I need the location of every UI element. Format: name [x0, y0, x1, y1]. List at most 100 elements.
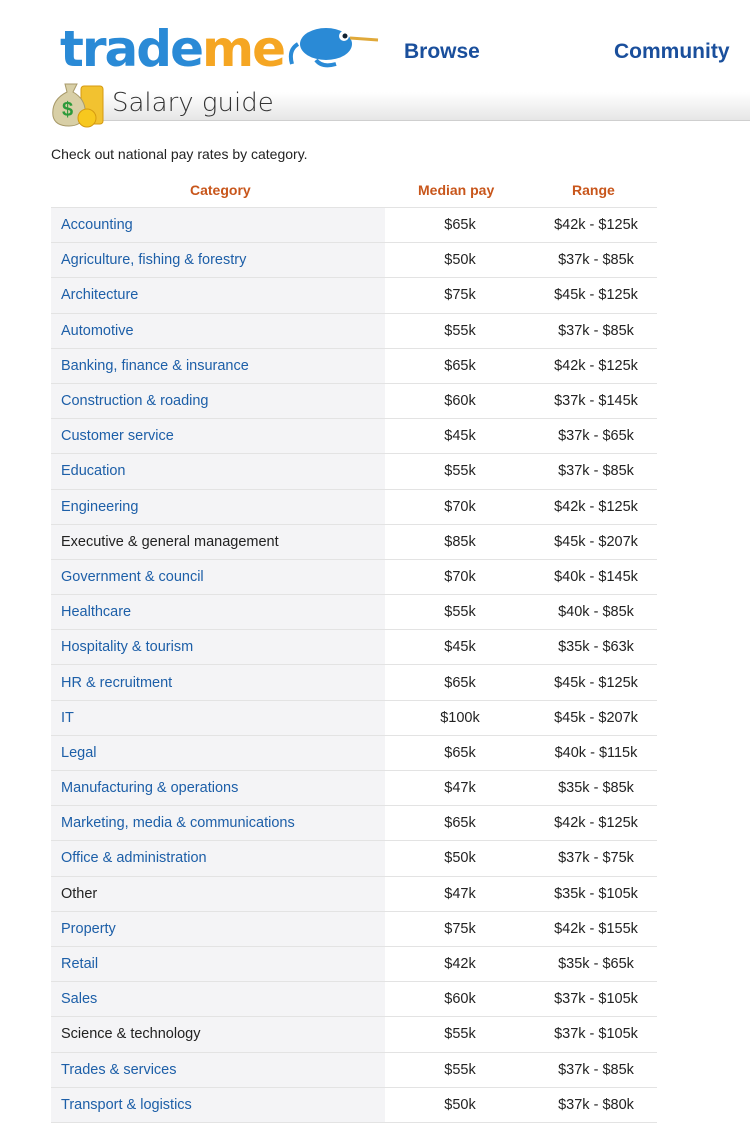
table-row: Hospitality & tourism $45k $35k - $63k: [51, 629, 657, 666]
nav-browse[interactable]: Browse: [404, 40, 480, 63]
category-link[interactable]: Transport & logistics: [61, 1096, 192, 1113]
median-pay-cell: $55k: [385, 313, 535, 349]
table-row: Legal $65k $40k - $115k: [51, 735, 657, 772]
category-link[interactable]: Government & council: [61, 568, 204, 585]
median-pay-cell: $47k: [385, 876, 535, 912]
category-link[interactable]: IT: [61, 709, 74, 726]
range-cell: $37k - $85k: [535, 453, 657, 490]
table-row: Executive & general management $85k $45k -…: [51, 524, 657, 560]
range-cell: $42k - $125k: [535, 805, 657, 842]
median-pay-cell: $55k: [385, 453, 535, 490]
category-link[interactable]: Hospitality & tourism: [61, 639, 194, 656]
median-pay-cell: $70k: [385, 489, 535, 525]
median-pay-cell: $45k: [385, 629, 535, 666]
table-row: Engineering $70k $42k - $125k: [51, 489, 657, 525]
median-pay-cell: $55k: [385, 1052, 535, 1088]
median-pay-cell: $47k: [385, 770, 535, 807]
title-banner: [100, 92, 750, 121]
category-link[interactable]: Marketing, media & communications: [61, 815, 295, 832]
median-pay-cell: $75k: [385, 911, 535, 947]
kiwi-bird-icon: [288, 28, 379, 68]
median-pay-cell: $75k: [385, 277, 535, 314]
category-cell: Office & administration: [51, 840, 385, 877]
range-cell: $37k - $65k: [535, 418, 657, 455]
table-row: Sales $60k $37k - $105k: [51, 981, 657, 1018]
median-pay-cell: $50k: [385, 242, 535, 279]
category-cell: Banking, finance & insurance: [51, 348, 385, 384]
median-pay-cell: $70k: [385, 559, 535, 596]
category-link[interactable]: Legal: [61, 744, 97, 761]
category-cell: Science & technology: [51, 1016, 385, 1053]
category-cell: Manufacturing & operations: [51, 770, 385, 807]
table-row: Government & council $70k $40k - $145k: [51, 559, 657, 596]
category-link[interactable]: Architecture: [61, 287, 139, 304]
range-cell: $40k - $85k: [535, 594, 657, 631]
table-row: Agriculture, fishing & forestry $50k $37k …: [51, 242, 657, 279]
category-link[interactable]: Automotive: [61, 322, 134, 339]
category-link[interactable]: Healthcare: [61, 604, 132, 621]
category-link[interactable]: Retail: [61, 956, 99, 973]
table-row: Trades & services $55k $37k - $85k: [51, 1052, 657, 1088]
category-cell: Education: [51, 453, 385, 490]
category-cell: Other: [51, 876, 385, 912]
table-row: IT $100k $45k - $207k: [51, 700, 657, 736]
category-cell: Customer service: [51, 418, 385, 455]
table-row: Science & technology $55k $37k - $105k: [51, 1016, 657, 1053]
category-link[interactable]: Agriculture, fishing & forestry: [61, 252, 247, 269]
category-cell: Engineering: [51, 489, 385, 525]
median-pay-cell: $45k: [385, 418, 535, 455]
category-link[interactable]: Customer service: [61, 428, 174, 445]
category-link[interactable]: Engineering: [61, 498, 139, 515]
category-link[interactable]: Education: [61, 463, 126, 480]
category-cell: Sales: [51, 981, 385, 1018]
page-title: Salary guide: [112, 88, 274, 118]
category-link[interactable]: Accounting: [61, 217, 133, 234]
range-cell: $37k - $85k: [535, 1052, 657, 1088]
median-pay-cell: $42k: [385, 946, 535, 983]
range-cell: $35k - $105k: [535, 876, 657, 912]
range-cell: $45k - $207k: [535, 524, 657, 560]
table-row: Office & administration $50k $37k - $75k: [51, 840, 657, 877]
range-cell: $35k - $63k: [535, 629, 657, 666]
table-row: Accounting $65k $42k - $125k: [51, 206, 657, 244]
category-link[interactable]: HR & recruitment: [61, 674, 173, 691]
salary-table: Accounting $65k $42k - $125k Agriculture, f…: [51, 206, 657, 1123]
category-cell: Transport & logistics: [51, 1087, 385, 1123]
category-cell: IT: [51, 700, 385, 736]
logo-text-me: me: [202, 20, 286, 78]
range-cell: $37k - $85k: [535, 313, 657, 349]
category-link[interactable]: Construction & roading: [61, 393, 209, 410]
trademe-logo[interactable]: trade me: [60, 14, 381, 74]
category-link[interactable]: Sales: [61, 991, 98, 1008]
range-cell: $42k - $125k: [535, 348, 657, 384]
range-cell: $37k - $75k: [535, 840, 657, 877]
category-link[interactable]: Trades & services: [61, 1061, 177, 1078]
nav-community[interactable]: Community: [614, 40, 730, 63]
category-cell: Marketing, media & communications: [51, 805, 385, 842]
category-link[interactable]: Property: [61, 920, 116, 937]
median-pay-cell: $50k: [385, 840, 535, 877]
median-pay-cell: $85k: [385, 524, 535, 560]
category-link[interactable]: Manufacturing & operations: [61, 780, 239, 797]
category-cell: Government & council: [51, 559, 385, 596]
range-cell: $45k - $125k: [535, 277, 657, 314]
range-cell: $35k - $85k: [535, 770, 657, 807]
category-cell: Legal: [51, 735, 385, 772]
category-link[interactable]: Office & administration: [61, 850, 207, 867]
median-pay-cell: $65k: [385, 206, 535, 244]
range-cell: $40k - $145k: [535, 559, 657, 596]
category-link[interactable]: Banking, finance & insurance: [61, 357, 249, 374]
category-cell: Automotive: [51, 313, 385, 349]
median-pay-cell: $50k: [385, 1087, 535, 1123]
range-cell: $37k - $85k: [535, 242, 657, 279]
category-cell: Retail: [51, 946, 385, 983]
logo-text-trade: trade: [60, 20, 204, 78]
range-cell: $37k - $105k: [535, 981, 657, 1018]
category-cell: Architecture: [51, 277, 385, 314]
category-cell: Property: [51, 911, 385, 947]
median-pay-cell: $55k: [385, 594, 535, 631]
category-cell: Trades & services: [51, 1052, 385, 1088]
range-cell: $42k - $125k: [535, 489, 657, 525]
range-cell: $35k - $65k: [535, 946, 657, 983]
column-header-range: Range: [572, 182, 615, 198]
